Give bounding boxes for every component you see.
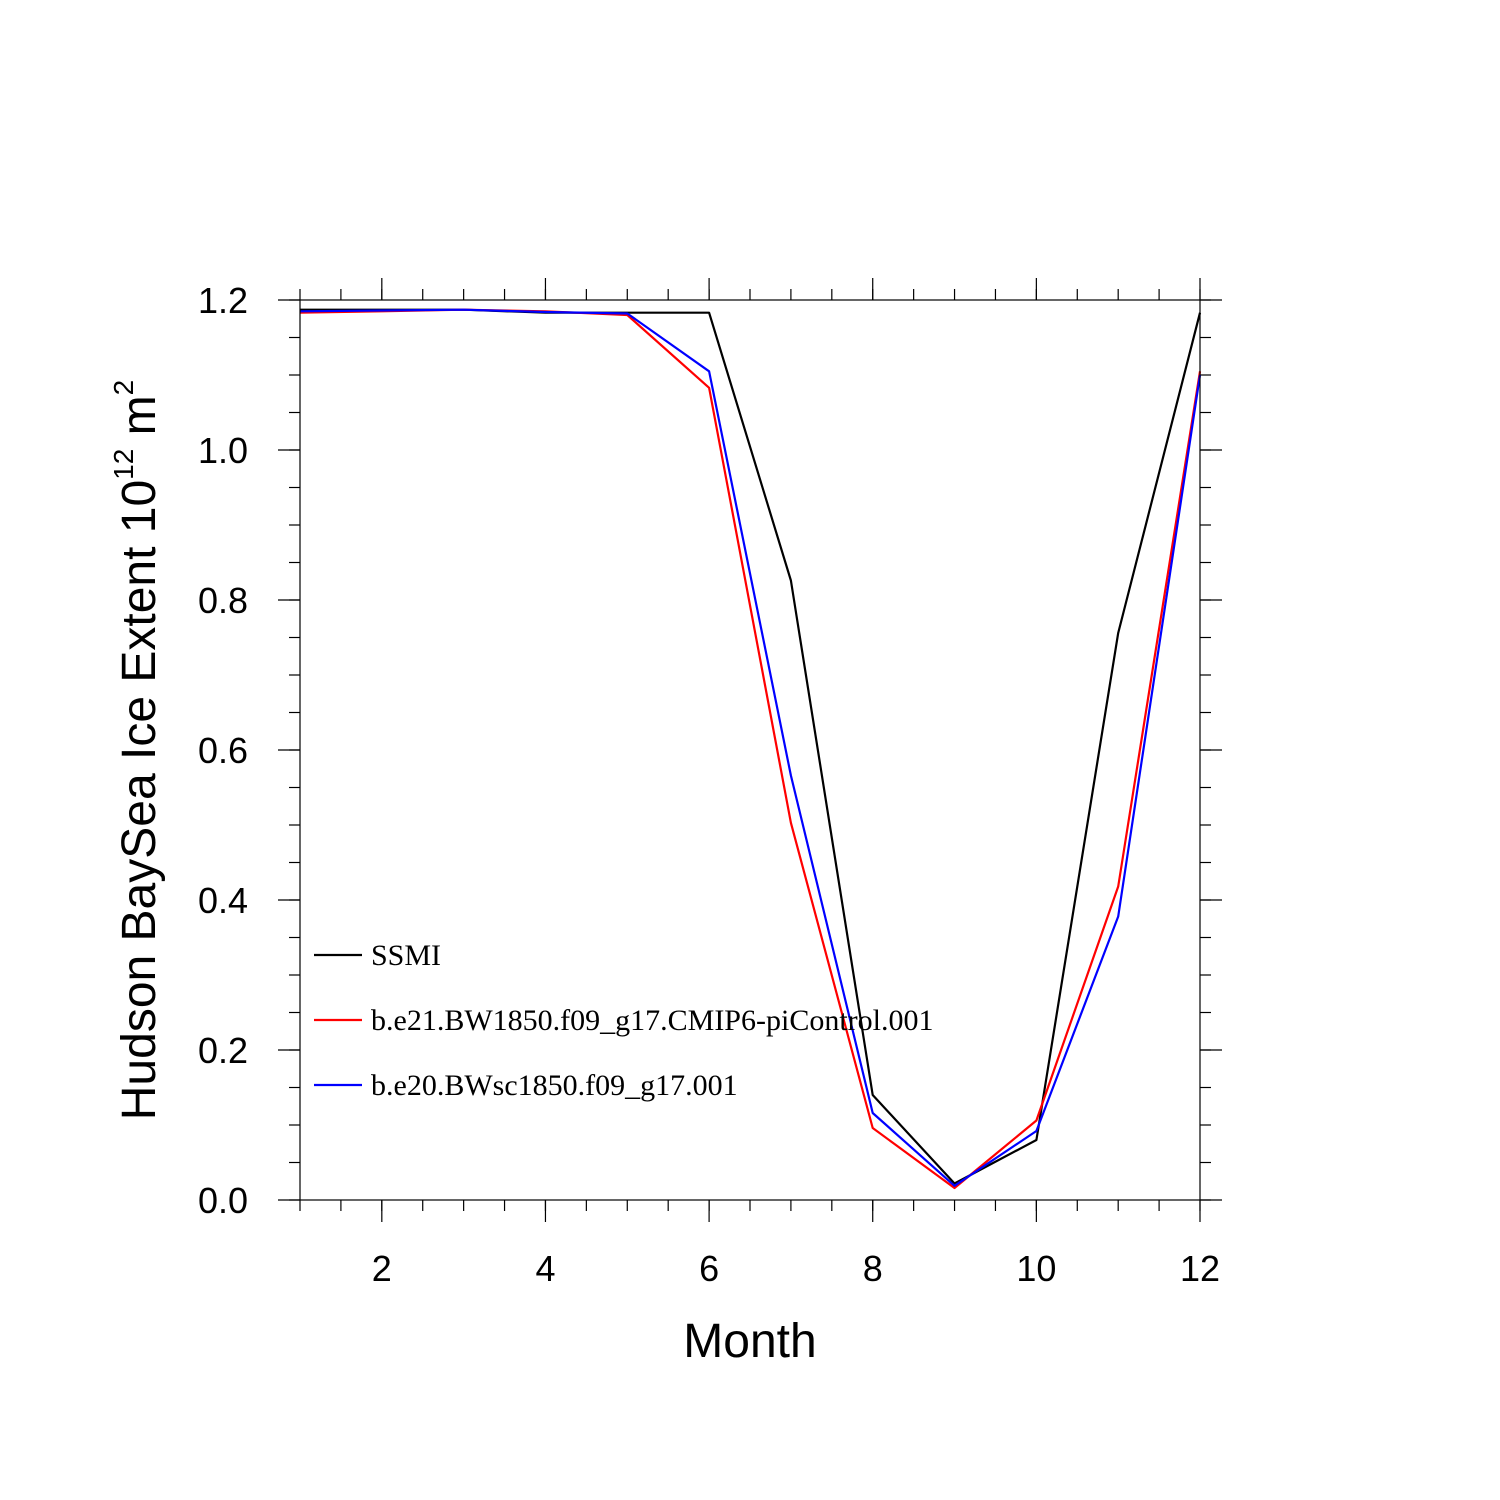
x-tick-label: 12	[1180, 1248, 1220, 1289]
x-tick-label: 8	[863, 1248, 883, 1289]
y-tick-label: 0.8	[198, 580, 248, 621]
plot-frame	[299, 299, 1201, 1201]
x-tick-label: 10	[1016, 1248, 1056, 1289]
legend-label: b.e21.BW1850.f09_g17.CMIP6-piControl.001	[371, 1004, 934, 1037]
legend-label: b.e20.BWsc1850.f09_g17.001	[371, 1069, 738, 1102]
y-tick-label: 1.0	[198, 430, 248, 471]
series-line-3	[299, 308, 1202, 1187]
y-axis-title-unit-exponent: 2	[108, 380, 139, 396]
x-tick-label: 4	[535, 1248, 555, 1289]
x-tick-label: 2	[372, 1248, 392, 1289]
y-tick-label: 0.0	[198, 1180, 248, 1221]
y-axis-title-base: Hudson BaySea Ice Extent 10	[113, 480, 166, 1120]
y-tick-label: 1.2	[198, 280, 248, 321]
y-axis-title: Hudson BaySea Ice Extent 1012 m2	[108, 380, 166, 1120]
x-axis-title: Month	[683, 1315, 816, 1368]
y-axis-title-exponent: 12	[108, 449, 139, 480]
y-axis-title-unit: m	[113, 395, 166, 448]
y-tick-label: 0.4	[198, 880, 248, 921]
x-tick-label: 6	[699, 1248, 719, 1289]
legend-label: SSMI	[371, 939, 441, 972]
y-tick-label: 0.2	[198, 1030, 248, 1071]
y-tick-label: 0.6	[198, 730, 248, 771]
